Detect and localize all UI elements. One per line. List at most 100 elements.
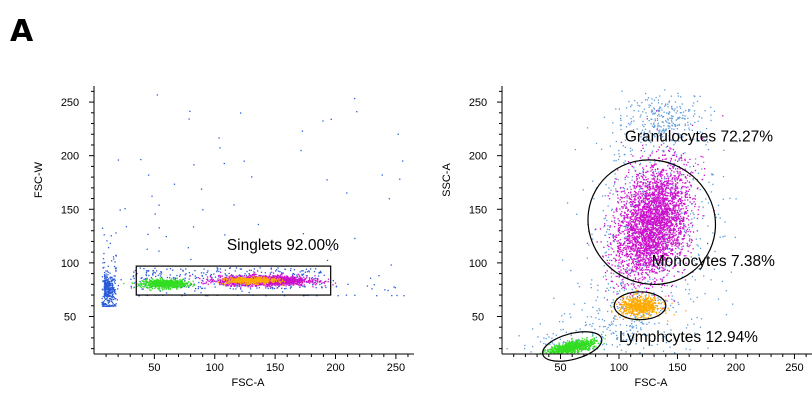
event-point — [103, 286, 105, 288]
event-point — [143, 268, 145, 270]
event-point — [301, 280, 304, 283]
event-point — [169, 287, 172, 289]
event-point — [257, 277, 259, 279]
event-point — [678, 140, 680, 142]
y-tick-label: 50 — [64, 311, 76, 323]
event-point — [255, 279, 257, 281]
event-point — [175, 285, 177, 287]
event-point — [158, 282, 160, 284]
event-point — [117, 288, 119, 290]
event-point — [570, 269, 572, 272]
event-point — [189, 275, 191, 277]
event-point — [207, 295, 209, 297]
event-point — [658, 109, 661, 111]
event-point — [212, 279, 215, 281]
event-point — [225, 283, 227, 285]
event-point — [110, 280, 113, 282]
event-point — [631, 323, 633, 325]
event-point — [116, 299, 119, 301]
event-point — [250, 277, 252, 280]
event-point — [656, 119, 659, 122]
event-point — [586, 257, 588, 259]
event-point — [620, 282, 622, 284]
event-point — [645, 92, 647, 95]
event-point — [151, 195, 153, 197]
event-point — [308, 279, 310, 282]
event-point — [674, 124, 676, 126]
event-point — [109, 284, 111, 286]
event-point — [272, 281, 274, 284]
event-point — [689, 109, 691, 111]
event-point — [179, 282, 182, 284]
event-point — [165, 284, 168, 286]
event-point — [265, 276, 267, 278]
event-point — [394, 287, 397, 289]
event-point — [701, 117, 703, 119]
event-point — [169, 274, 171, 276]
plot1-gates: Singlets 92.00% — [135, 237, 339, 296]
event-point — [224, 269, 227, 271]
event-point — [698, 116, 700, 118]
event-point — [160, 283, 163, 285]
event-point — [619, 282, 622, 284]
event-point — [675, 286, 678, 288]
event-point — [107, 265, 109, 267]
event-point — [246, 276, 249, 278]
event-point — [648, 120, 650, 122]
event-point — [281, 282, 284, 284]
event-point — [663, 335, 666, 338]
event-point — [669, 346, 671, 348]
plot-fsc-a-vs-fsc-w: Singlets 92.00% 50 100 150 200 2505010015020… — [33, 86, 414, 389]
event-point — [251, 285, 254, 287]
event-point — [287, 276, 289, 278]
event-point — [311, 281, 314, 283]
event-point — [312, 284, 314, 286]
event-point — [176, 288, 178, 290]
event-point — [663, 331, 665, 333]
event-point — [109, 278, 111, 280]
event-point — [688, 229, 691, 231]
event-point — [109, 288, 111, 291]
event-point — [304, 286, 306, 288]
event-point — [263, 280, 265, 283]
event-point — [309, 280, 311, 282]
event-point — [689, 166, 691, 168]
event-point — [223, 281, 225, 283]
event-point — [177, 283, 179, 286]
event-point — [314, 277, 317, 279]
event-point — [249, 281, 251, 284]
event-point — [104, 292, 106, 294]
event-point — [105, 281, 107, 284]
event-point — [231, 277, 233, 280]
event-point — [300, 278, 302, 280]
event-point — [258, 279, 261, 281]
event-point — [158, 288, 160, 291]
event-point — [296, 280, 298, 283]
event-point — [210, 276, 212, 278]
event-point — [330, 249, 332, 251]
event-point — [305, 281, 307, 283]
event-point — [335, 285, 338, 287]
event-point — [682, 114, 684, 116]
event-point — [590, 287, 592, 289]
event-point — [154, 281, 156, 283]
event-point — [308, 281, 310, 283]
event-point — [293, 277, 296, 279]
event-point — [684, 109, 687, 112]
event-point — [248, 272, 250, 275]
event-point — [169, 279, 171, 282]
event-point — [106, 286, 108, 289]
event-point — [289, 287, 292, 289]
event-point — [662, 136, 664, 138]
event-point — [647, 280, 649, 283]
event-point — [202, 209, 204, 211]
event-point — [662, 277, 664, 279]
event-point — [619, 187, 622, 190]
event-point — [261, 278, 263, 281]
event-point — [257, 281, 259, 284]
event-point — [660, 303, 662, 305]
event-point — [284, 283, 286, 285]
event-point — [250, 285, 253, 287]
event-point — [656, 137, 659, 140]
event-point — [101, 303, 103, 306]
